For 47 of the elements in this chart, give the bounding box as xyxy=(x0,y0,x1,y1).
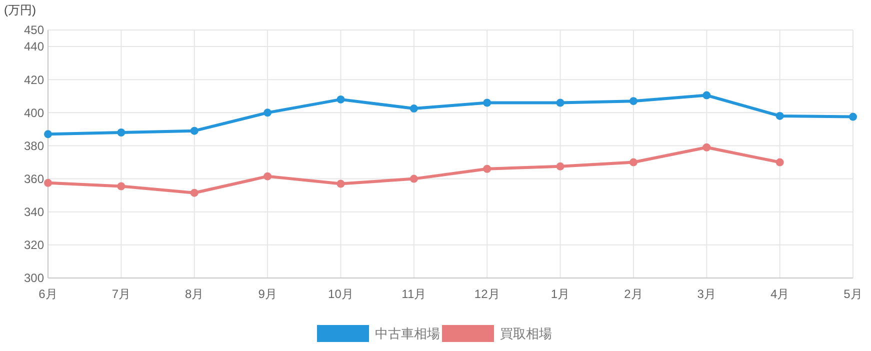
x-tick-label: 12月 xyxy=(474,287,500,301)
y-tick-label: 420 xyxy=(24,72,44,87)
x-tick-label: 6月 xyxy=(38,287,58,301)
point xyxy=(336,180,345,188)
point xyxy=(483,98,492,107)
point xyxy=(190,126,198,135)
y-tick-label: 320 xyxy=(24,238,44,252)
legend-label: 買取相場 xyxy=(500,326,552,341)
point xyxy=(556,98,564,107)
point xyxy=(44,178,52,187)
x-tick-label: 7月 xyxy=(112,287,131,301)
x-tick-label: 11月 xyxy=(402,287,426,301)
point xyxy=(336,95,345,104)
x-tick-label: 3月 xyxy=(697,287,716,301)
point xyxy=(776,158,784,166)
x-tick-label: 5月 xyxy=(844,287,862,301)
point xyxy=(556,162,564,170)
point xyxy=(264,108,272,117)
point xyxy=(849,112,857,121)
point xyxy=(702,91,711,100)
x-tick-label: 4月 xyxy=(770,287,790,301)
x-tick-label: 9月 xyxy=(258,287,277,301)
point xyxy=(483,164,492,173)
point xyxy=(702,143,711,152)
point xyxy=(776,112,784,120)
y-axis-title: (万円) xyxy=(4,3,36,17)
x-tick-label: 2月 xyxy=(624,287,643,301)
y-tick-label: 450 xyxy=(24,23,44,38)
x-tick-label: 10月 xyxy=(328,287,354,301)
y-tick-label: 380 xyxy=(24,138,44,153)
y-tick-label: 360 xyxy=(24,172,44,186)
point xyxy=(44,130,52,138)
point xyxy=(117,182,126,190)
y-tick-label: 440 xyxy=(24,40,44,54)
y-tick-label: 340 xyxy=(24,205,44,220)
point xyxy=(117,128,126,137)
y-tick-label: 300 xyxy=(24,271,44,286)
point xyxy=(264,172,272,180)
point xyxy=(629,158,638,166)
legend-label: 中古車相場 xyxy=(375,326,440,341)
y-tick-label: 400 xyxy=(24,106,44,120)
point xyxy=(190,188,198,197)
x-tick-label: 1月 xyxy=(550,287,570,301)
point xyxy=(410,174,418,183)
point xyxy=(410,104,418,113)
x-tick-label: 8月 xyxy=(185,287,204,301)
point xyxy=(629,97,638,106)
